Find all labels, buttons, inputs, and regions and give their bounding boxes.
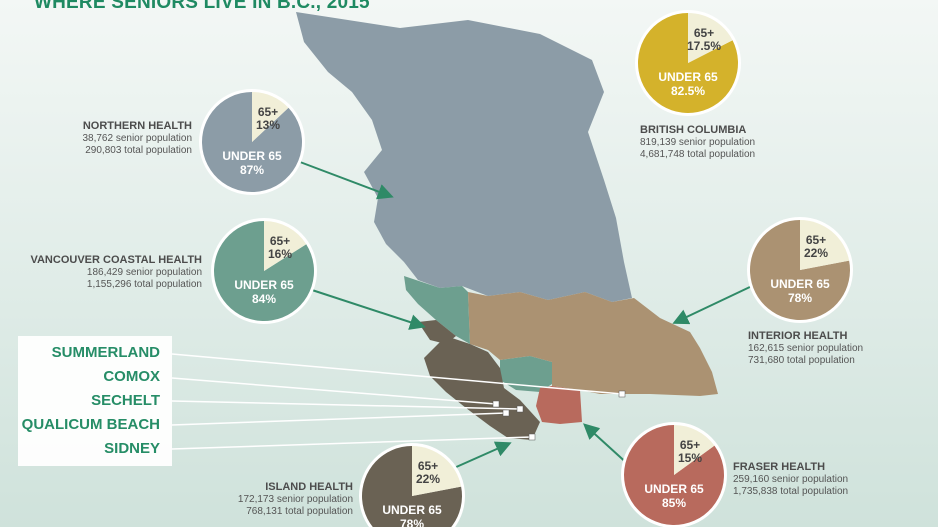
northern-arrow: [299, 161, 394, 200]
vancouver_coastal-under65-pct: 84%: [252, 292, 276, 306]
northern-total-population: 290,803 total population: [85, 145, 192, 156]
northern-under65-pct: 87%: [240, 163, 264, 177]
bc-total-population: 4,681,748 total population: [640, 149, 756, 160]
fraser-slice-65plus: [674, 425, 715, 475]
vancouver-coastal-caption: VANCOUVER COASTAL HEALTH 186,429 senior …: [0, 254, 202, 291]
british_columbia-under65-pct: 82.5%: [671, 84, 705, 98]
fraser-under65-label: UNDER 65: [644, 482, 704, 496]
interior-under65-label: UNDER 65: [770, 277, 830, 291]
island-under65-pct: 78%: [400, 517, 424, 527]
island-slice-under65: [362, 446, 462, 527]
northern-65plus-label: 65+: [258, 105, 278, 119]
towns-legend-box: SUMMERLAND COMOX SECHELT QUALICUM BEACH …: [18, 336, 172, 466]
interior-region-name: INTERIOR HEALTH: [748, 330, 848, 342]
northern-caption: NORTHERN HEALTH 38,762 senior population…: [0, 120, 192, 157]
interior-65plus-pct: 22%: [804, 246, 828, 260]
vancouver-coastal-region-name: VANCOUVER COASTAL HEALTH: [30, 254, 202, 266]
fraser-total-population: 1,735,838 total population: [733, 486, 849, 497]
island-65plus-pct: 22%: [416, 472, 440, 486]
vancouver-coastal-total-population: 1,155,296 total population: [86, 279, 202, 290]
interior-health-region: [468, 292, 718, 396]
vancouver-coastal-arrow: [311, 289, 426, 330]
northern-region-name: NORTHERN HEALTH: [82, 120, 192, 132]
interior-caption: INTERIOR HEALTH 162,615 senior populatio…: [748, 330, 938, 367]
vancouver_coastal-slice-65plus: [264, 221, 307, 271]
island-health-region: [424, 336, 540, 440]
island-total-population: 768,131 total population: [246, 506, 353, 517]
town-comox: COMOX: [103, 368, 160, 385]
island-arrow: [453, 441, 512, 469]
interior-senior-population: 162,615 senior population: [748, 343, 864, 354]
bc-senior-population: 819,139 senior population: [640, 137, 756, 148]
interior-under65-pct: 78%: [788, 291, 812, 305]
island-region-name: ISLAND HEALTH: [265, 481, 353, 493]
island-senior-population: 172,173 senior population: [237, 494, 353, 505]
island-caption: ISLAND HEALTH 172,173 senior population …: [143, 481, 353, 518]
fraser-health-region: [536, 386, 582, 424]
fraser-region-name: FRASER HEALTH: [733, 461, 826, 473]
northern-under65-label: UNDER 65: [222, 149, 282, 163]
british_columbia-slice-65plus: [688, 13, 733, 63]
northern-health-region: [296, 12, 632, 302]
vancouver_coastal-65plus-pct: 16%: [268, 247, 292, 261]
island-health-north-coast: [418, 320, 456, 344]
interior-arrow: [672, 285, 753, 325]
fraser-senior-population: 259,160 senior population: [733, 474, 849, 485]
bc-region-name: BRITISH COLUMBIA: [640, 124, 747, 136]
vancouver-coastal-senior-population: 186,429 senior population: [86, 267, 202, 278]
town-pointers: [171, 353, 623, 450]
northern-65plus-pct: 13%: [256, 118, 280, 132]
town-sidney: SIDNEY: [104, 440, 160, 457]
northern-senior-population: 38,762 senior population: [82, 133, 192, 144]
vancouver_coastal-under65-label: UNDER 65: [234, 278, 294, 292]
vancouver_coastal-65plus-label: 65+: [270, 234, 290, 248]
bc-caption: BRITISH COLUMBIA 819,139 senior populati…: [640, 124, 850, 161]
vancouver-coastal-health-region-south: [500, 356, 552, 392]
island-65plus-label: 65+: [418, 459, 438, 473]
town-markers: [492, 390, 626, 441]
town-sechelt: SECHELT: [91, 392, 160, 409]
town-qualicum-beach: QUALICUM BEACH: [21, 416, 160, 433]
fraser-65plus-label: 65+: [680, 438, 700, 452]
chart-title: WHERE SENIORS LIVE IN B.C., 2015: [34, 0, 370, 13]
interior-65plus-label: 65+: [806, 233, 826, 247]
fraser-65plus-pct: 15%: [678, 451, 702, 465]
town-summerland: SUMMERLAND: [51, 344, 160, 361]
british_columbia-65plus-label: 65+: [694, 26, 714, 40]
northern-slice-65plus: [252, 92, 289, 142]
interior-slice-65plus: [800, 220, 850, 270]
vancouver-coastal-health-region: [404, 276, 470, 344]
british_columbia-under65-label: UNDER 65: [658, 70, 718, 84]
island-slice-65plus: [412, 445, 462, 496]
british_columbia-65plus-pct: 17.5%: [687, 39, 721, 53]
fraser-arrow: [583, 423, 631, 467]
interior-total-population: 731,680 total population: [748, 355, 855, 366]
fraser-under65-pct: 85%: [662, 496, 686, 510]
island-under65-label: UNDER 65: [382, 503, 442, 517]
fraser-caption: FRASER HEALTH 259,160 senior population …: [733, 461, 938, 498]
